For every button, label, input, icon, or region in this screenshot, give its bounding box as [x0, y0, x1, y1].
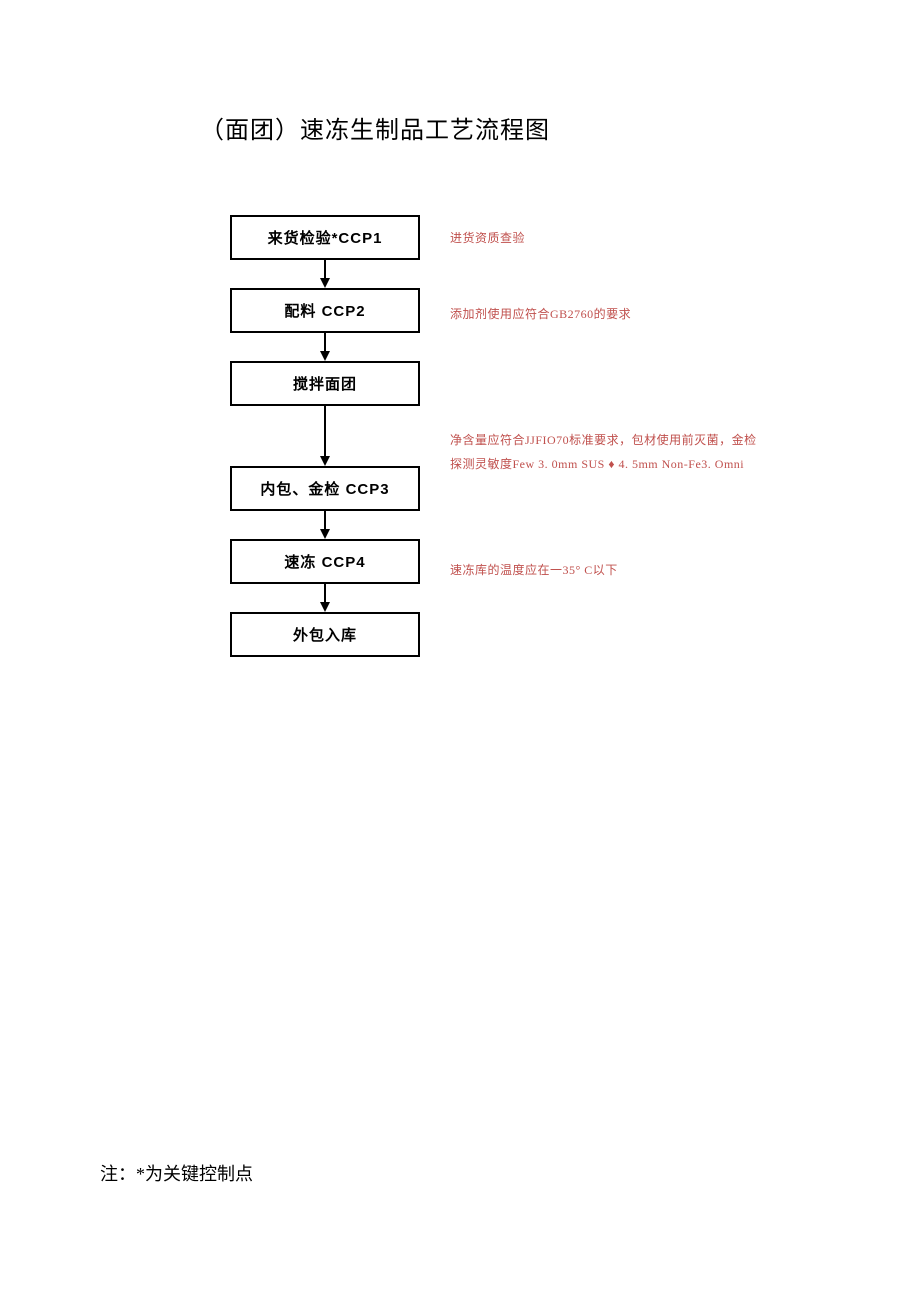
arrow-2 [230, 333, 420, 361]
annotation-1: 进货资质查验 [450, 226, 525, 250]
flow-node-4: 内包、金检 CCP3 [230, 466, 420, 511]
annotation-5: 速冻库的温度应在一35° C以下 [450, 558, 618, 582]
flowchart-container: 来货检验*CCP1 配料 CCP2 搅拌面团 内包、金检 CCP3 速冻 CCP… [230, 215, 420, 657]
arrow-4 [230, 511, 420, 539]
flow-node-3: 搅拌面团 [230, 361, 420, 406]
flow-node-2: 配料 CCP2 [230, 288, 420, 333]
arrow-1 [230, 260, 420, 288]
flow-node-5: 速冻 CCP4 [230, 539, 420, 584]
annotation-4: 净含量应符合JJFIO70标准要求，包材使用前灭菌，金检探测灵敏度Few 3. … [450, 428, 760, 476]
flow-node-1: 来货检验*CCP1 [230, 215, 420, 260]
annotation-2: 添加剂使用应符合GB2760的要求 [450, 302, 631, 326]
arrow-5 [230, 584, 420, 612]
page-title: （面团）速冻生制品工艺流程图 [200, 110, 550, 145]
footnote: 注：*为关键控制点 [100, 1160, 253, 1186]
arrow-3 [230, 406, 420, 466]
flow-node-6: 外包入库 [230, 612, 420, 657]
